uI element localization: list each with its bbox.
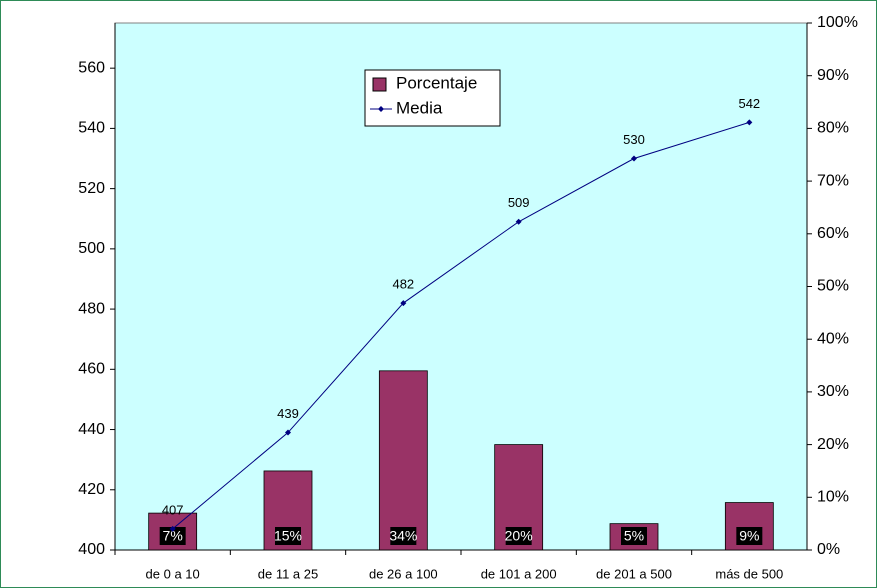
x-tick-label: de 11 a 25 — [258, 566, 318, 581]
data-label-box — [621, 527, 647, 545]
y-tick-label: 420 — [78, 481, 105, 498]
x-tick-label: más de 500 — [715, 566, 783, 581]
y2-tick-label: 40% — [817, 330, 849, 347]
y-tick-label: 560 — [78, 59, 105, 76]
y2-tick-label: 80% — [817, 120, 849, 137]
y2-tick-label: 90% — [817, 67, 849, 84]
x-tick-label: de 101 a 200 — [481, 566, 557, 581]
data-label: 34% — [389, 528, 417, 544]
line-marker — [400, 300, 407, 307]
data-label-box — [736, 527, 763, 545]
data-label: 407 — [162, 502, 184, 517]
legend — [364, 69, 501, 127]
line-marker — [285, 429, 291, 436]
data-label-box — [505, 527, 532, 545]
y2-tick-label: 60% — [817, 225, 849, 242]
bar — [378, 370, 428, 551]
line — [172, 121, 750, 530]
legend-swatch — [372, 77, 387, 92]
data-label: 7% — [163, 528, 183, 544]
y-tick-label: 480 — [78, 300, 105, 317]
y-tick-label: 460 — [78, 361, 105, 378]
y2-tick-label: 10% — [817, 489, 849, 506]
line-marker — [515, 218, 522, 225]
line-marker — [746, 119, 753, 126]
line-marker — [631, 155, 637, 162]
y2-tick-label: 50% — [817, 278, 849, 295]
y-tick-label: 400 — [78, 541, 105, 558]
legend-marker — [378, 106, 384, 112]
y-tick-label: 440 — [78, 421, 105, 438]
data-label-box — [159, 527, 186, 545]
y-tick-label: 540 — [78, 120, 105, 137]
y2-tick-label: 70% — [817, 172, 849, 189]
y-tick-label: 500 — [78, 240, 105, 257]
data-label-box — [390, 527, 417, 545]
data-label: 530 — [623, 132, 645, 147]
line-marker — [169, 525, 176, 532]
data-label: 542 — [738, 96, 760, 111]
y2-tick-label: 100% — [817, 14, 858, 31]
data-label: 439 — [277, 406, 299, 421]
legend-label: Porcentaje — [396, 73, 477, 92]
data-label: 5% — [624, 528, 644, 544]
data-label: 509 — [508, 195, 530, 210]
data-label: 482 — [392, 277, 414, 292]
data-label-box — [275, 527, 301, 545]
y2-tick-label: 20% — [817, 436, 849, 453]
x-tick-label: de 201 a 500 — [596, 566, 672, 581]
y2-tick-label: 30% — [817, 383, 849, 400]
data-label: 9% — [739, 528, 759, 544]
x-tick-label: de 26 a 100 — [369, 566, 438, 581]
data-label: 15% — [274, 528, 302, 544]
data-label: 20% — [505, 528, 533, 544]
legend-label: Media — [396, 98, 443, 117]
y-tick-label: 520 — [78, 180, 105, 197]
x-tick-label: de 0 a 10 — [146, 566, 200, 581]
y2-tick-label: 0% — [817, 541, 840, 558]
